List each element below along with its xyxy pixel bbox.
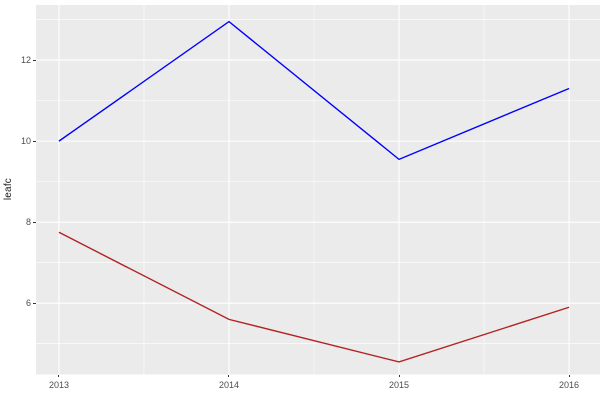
- x-tick-label: 2015: [389, 379, 410, 390]
- y-tick-label: 8: [25, 216, 31, 227]
- x-tick-mark: [398, 374, 400, 378]
- y-tick-label: 12: [20, 54, 31, 65]
- y-axis-title-wrap: leafc: [1, 5, 15, 374]
- x-tick-label: 2013: [48, 379, 69, 390]
- y-tick-mark: [33, 302, 36, 304]
- y-tick-mark: [33, 221, 36, 223]
- y-tick-mark: [33, 59, 36, 61]
- x-tick-label: 2014: [218, 379, 239, 390]
- x-tick-label: 2016: [559, 379, 580, 390]
- x-tick-mark: [58, 374, 60, 378]
- plot-panel: [36, 5, 600, 375]
- x-tick-mark: [228, 374, 230, 378]
- y-axis-title: leafc: [2, 178, 14, 201]
- x-tick-mark: [568, 374, 570, 378]
- red-series: [58, 231, 570, 363]
- y-tick-label: 6: [25, 297, 31, 308]
- blue-series: [58, 20, 570, 161]
- y-tick-mark: [33, 140, 36, 142]
- y-tick-label: 10: [20, 135, 31, 146]
